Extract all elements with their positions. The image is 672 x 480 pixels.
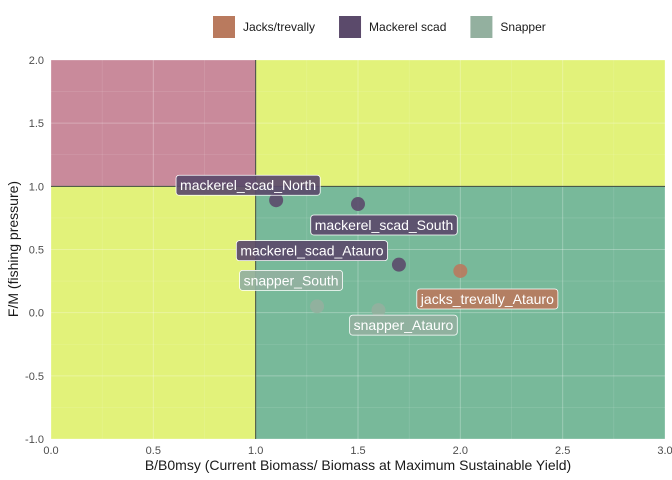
legend-item: Mackerel scad bbox=[339, 16, 446, 38]
legend-swatch bbox=[339, 16, 362, 38]
label-text: snapper_South bbox=[244, 272, 339, 288]
points bbox=[269, 193, 468, 318]
legend-label: Jacks/trevally bbox=[243, 20, 315, 34]
x-tick-label: 0.5 bbox=[146, 445, 161, 457]
x-tick-label: 0.0 bbox=[43, 445, 58, 457]
legend-label: Snapper bbox=[500, 20, 545, 34]
point-mackerel_scad_Atauro bbox=[391, 257, 406, 272]
y-tick-label: -1.0 bbox=[25, 434, 44, 446]
y-tick-label: 2.0 bbox=[29, 55, 44, 67]
point-labels: jacks_trevally_Atauro mackerel_scad_North… bbox=[175, 174, 559, 336]
legend-swatch bbox=[470, 16, 493, 38]
label-box bbox=[416, 288, 559, 310]
label-text: jacks_trevally_Atauro bbox=[420, 291, 554, 307]
label-box bbox=[235, 240, 388, 262]
label-box bbox=[239, 269, 343, 291]
x-tick-label: 1.5 bbox=[350, 445, 365, 457]
y-tick-label: 0.0 bbox=[29, 308, 44, 320]
label-box bbox=[310, 214, 458, 236]
y-axis-title: F/M (fishing pressure) bbox=[5, 181, 21, 317]
x-tick-label: 1.0 bbox=[248, 445, 263, 457]
point-label-mackerel_scad_Atauro: mackerel_scad_Atauro bbox=[235, 240, 388, 262]
x-tick-label: 3.0 bbox=[657, 445, 672, 457]
point-jacks_trevally_Atauro bbox=[453, 263, 468, 278]
y-axis: -1.0 -0.5 0.0 0.5 1.0 1.5 2.0 bbox=[25, 55, 44, 446]
y-tick-label: 0.5 bbox=[29, 245, 44, 257]
zone-1 bbox=[255, 60, 665, 187]
label-text: mackerel_scad_Atauro bbox=[240, 243, 383, 259]
label-box bbox=[175, 174, 321, 196]
y-tick-label: 1.0 bbox=[29, 181, 44, 193]
x-axis-title: B/B0msy (Current Biomass/ Biomass at Max… bbox=[145, 457, 571, 473]
point-snapper_South bbox=[310, 299, 325, 314]
legend-label: Mackerel scad bbox=[369, 20, 446, 34]
zone-0 bbox=[51, 60, 256, 187]
legend: Jacks/trevally Mackerel scad Snapper bbox=[213, 16, 546, 38]
x-tick-label: 2.0 bbox=[453, 445, 468, 457]
legend-swatch bbox=[213, 16, 235, 38]
x-tick-label: 2.5 bbox=[555, 445, 570, 457]
x-axis: 0.0 0.5 1.0 1.5 2.0 2.5 3.0 bbox=[43, 445, 672, 457]
zone-2 bbox=[51, 186, 256, 439]
zones bbox=[51, 60, 665, 439]
point-label-jacks_trevally_Atauro: jacks_trevally_Atauro bbox=[416, 288, 559, 310]
legend-item: Snapper bbox=[470, 16, 546, 38]
point-label-snapper_South: snapper_South bbox=[239, 269, 343, 291]
point-snapper_Atauro bbox=[371, 303, 386, 318]
label-text: snapper_Atauro bbox=[354, 317, 454, 333]
label-text: mackerel_scad_South bbox=[315, 217, 454, 233]
point-label-mackerel_scad_North: mackerel_scad_North bbox=[175, 174, 321, 196]
legend-item: Jacks/trevally bbox=[213, 16, 315, 38]
y-tick-label: -0.5 bbox=[25, 371, 44, 383]
point-mackerel_scad_South bbox=[351, 197, 365, 212]
label-text: mackerel_scad_North bbox=[180, 177, 316, 193]
point-mackerel_scad_North bbox=[269, 193, 284, 208]
point-label-snapper_Atauro: snapper_Atauro bbox=[349, 314, 458, 336]
point-label-mackerel_scad_South: mackerel_scad_South bbox=[310, 214, 458, 236]
label-box bbox=[349, 314, 458, 336]
y-tick-label: 1.5 bbox=[29, 118, 44, 130]
